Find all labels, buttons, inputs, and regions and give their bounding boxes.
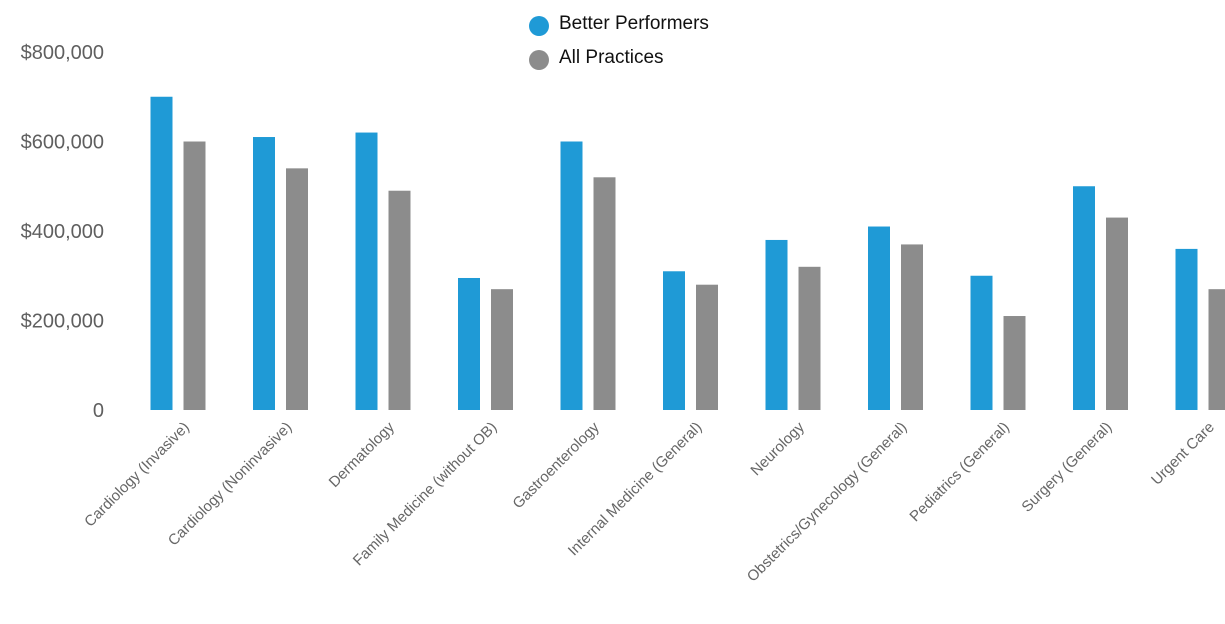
bar-all-practices — [183, 141, 206, 410]
y-tick-label: $200,000 — [21, 311, 104, 333]
bar-all-practices — [798, 266, 821, 410]
x-tick-label: Urgent Care — [1148, 419, 1218, 489]
bar-better-performers — [150, 96, 173, 410]
y-tick-label: 0 — [93, 400, 104, 422]
x-tick-label: Pediatrics (General) — [906, 419, 1012, 525]
bar-better-performers — [1175, 248, 1198, 410]
legend: Better Performers All Practices — [529, 13, 709, 70]
x-tick-label: Neurology — [747, 418, 808, 479]
x-tick-label: Surgery (General) — [1018, 419, 1115, 516]
bar-all-practices — [491, 289, 513, 410]
bar-better-performers — [970, 275, 993, 410]
x-tick-label: Cardiology (Invasive) — [81, 419, 193, 531]
bar-all-practices — [1003, 316, 1026, 410]
y-axis: 0 $200,000 $400,000 $600,000 $800,000 — [21, 42, 104, 422]
bar-all-practices — [593, 177, 616, 410]
bar-all-practices — [901, 244, 923, 410]
bar-all-practices — [696, 284, 718, 410]
bars — [150, 96, 1225, 411]
bar-all-practices — [1106, 217, 1128, 410]
x-axis: Cardiology (Invasive)Cardiology (Noninva… — [81, 418, 1218, 585]
x-tick-label: Gastroenterology — [509, 418, 603, 512]
bar-better-performers — [458, 277, 480, 410]
y-tick-label: $600,000 — [21, 132, 104, 154]
legend-label-all-practices: All Practices — [559, 47, 664, 68]
bar-better-performers — [663, 271, 685, 410]
bar-all-practices — [1208, 289, 1225, 410]
bar-better-performers — [355, 132, 378, 411]
legend-marker-all-practices — [529, 50, 549, 70]
x-tick-label: Obstetrics/Gynecology (General) — [744, 419, 910, 585]
bar-better-performers — [1073, 186, 1095, 410]
bar-better-performers — [560, 141, 583, 410]
bar-all-practices — [388, 190, 411, 410]
bar-all-practices — [286, 168, 308, 410]
bar-better-performers — [765, 239, 788, 410]
y-tick-label: $400,000 — [21, 221, 104, 243]
bar-better-performers — [868, 226, 890, 410]
legend-marker-better-performers — [529, 16, 549, 36]
legend-label-better-performers: Better Performers — [559, 13, 709, 34]
y-tick-label: $800,000 — [21, 42, 104, 64]
x-tick-label: Dermatology — [326, 418, 399, 491]
bar-better-performers — [253, 137, 275, 410]
